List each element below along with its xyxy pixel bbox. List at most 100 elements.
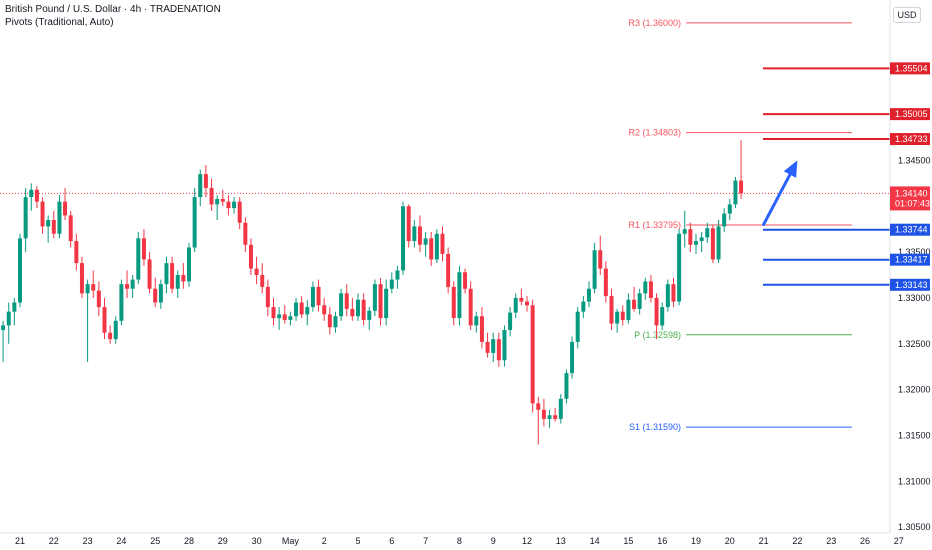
candle-body bbox=[491, 339, 496, 353]
candle-body bbox=[733, 180, 738, 205]
candle-body bbox=[147, 259, 152, 289]
candle-body bbox=[603, 268, 608, 297]
candle-body bbox=[34, 189, 39, 202]
candle-body bbox=[513, 297, 518, 313]
time-axis[interactable]: 21 22 23 24 25 28 29 30 May 2 5 6 7 8 9 12 13 14 15 16 19 20 2… bbox=[0, 532, 904, 546]
candle-body bbox=[581, 301, 586, 312]
time-tick-label: May bbox=[282, 536, 300, 546]
candle-body bbox=[18, 238, 22, 303]
candle-body bbox=[136, 238, 141, 280]
candle-body bbox=[440, 233, 445, 254]
indicator-legend[interactable]: Pivots (Traditional, Auto) bbox=[5, 17, 114, 28]
candle-body bbox=[739, 180, 744, 194]
key-levels bbox=[0, 67, 890, 286]
time-tick-label: 23 bbox=[83, 536, 93, 546]
candle-body bbox=[181, 275, 186, 282]
candle-body bbox=[570, 341, 575, 374]
candle-body bbox=[243, 222, 248, 245]
time-tick-label: 7 bbox=[423, 536, 428, 546]
candle-body bbox=[541, 409, 546, 419]
level-tag-label: 1.33143 bbox=[895, 280, 928, 290]
price-tick-label: 1.32500 bbox=[898, 339, 931, 349]
candle-body bbox=[113, 320, 118, 340]
time-tick-label: 12 bbox=[522, 536, 532, 546]
level-tag-bg bbox=[890, 133, 930, 146]
candle-body bbox=[474, 316, 479, 326]
time-tick-label: 22 bbox=[792, 536, 802, 546]
pivot-lines: R3 (1.36000) R2 (1.34803) R1 (1.33795) P (1… bbox=[628, 18, 852, 432]
candle-body bbox=[463, 272, 468, 289]
trend-arrow[interactable] bbox=[762, 160, 798, 227]
candle-body bbox=[682, 229, 687, 234]
candle-body bbox=[615, 311, 620, 324]
time-tick-label: 22 bbox=[49, 536, 59, 546]
level-tag-bg bbox=[890, 62, 930, 75]
candle-body bbox=[626, 299, 631, 320]
price-tick-label: 1.30500 bbox=[898, 522, 931, 532]
candle-body bbox=[372, 284, 377, 311]
candle-body bbox=[271, 307, 276, 319]
candle-body bbox=[367, 310, 372, 320]
candle-body bbox=[558, 398, 563, 419]
candle-body bbox=[294, 302, 299, 317]
candle-body bbox=[12, 302, 17, 312]
candle-body bbox=[85, 284, 90, 294]
candle-body bbox=[632, 299, 637, 309]
candle-body bbox=[699, 237, 704, 242]
candle-body bbox=[395, 270, 400, 280]
time-tick-label: 30 bbox=[252, 536, 262, 546]
current-price-tag-bg bbox=[890, 186, 930, 211]
price-tick-label: 1.31500 bbox=[898, 430, 931, 440]
candle-body bbox=[429, 238, 434, 260]
candle-body bbox=[660, 307, 665, 326]
time-tick-label: 5 bbox=[355, 536, 360, 546]
candle-body bbox=[316, 286, 321, 306]
candle-body bbox=[339, 293, 344, 317]
candle-body bbox=[74, 241, 79, 264]
level-tag-label: 1.33744 bbox=[895, 225, 928, 235]
price-axis[interactable]: 1.30500 1.31000 1.31500 1.32000 1.32500 1.330… bbox=[889, 0, 931, 533]
candle-body bbox=[654, 297, 659, 326]
candle-body bbox=[1, 325, 6, 330]
candle-body bbox=[530, 305, 535, 404]
time-tick-label: 19 bbox=[691, 536, 701, 546]
candle-body bbox=[722, 213, 727, 227]
resistance-level-tag: 1.35005 bbox=[890, 108, 930, 121]
candle-body bbox=[288, 316, 293, 320]
candle-body bbox=[350, 308, 355, 317]
candle-body bbox=[525, 301, 529, 306]
candle-body bbox=[384, 288, 389, 319]
candle-body bbox=[519, 297, 524, 302]
time-tick-label: 8 bbox=[457, 536, 462, 546]
time-tick-label: 9 bbox=[491, 536, 496, 546]
candle-body bbox=[417, 226, 422, 245]
support-level-tag: 1.33744 bbox=[890, 223, 930, 236]
time-tick-label: 6 bbox=[389, 536, 394, 546]
candle-body bbox=[609, 296, 614, 324]
candle-body bbox=[677, 233, 682, 302]
candle-body bbox=[203, 174, 208, 188]
resistance-level-tag: 1.35504 bbox=[890, 62, 930, 75]
candle-body bbox=[170, 263, 175, 289]
candle-body bbox=[305, 307, 310, 315]
candle-body bbox=[378, 284, 383, 319]
time-tick-label: 23 bbox=[826, 536, 836, 546]
candle-body bbox=[158, 284, 163, 303]
candle-body bbox=[164, 263, 169, 285]
candle-body bbox=[220, 198, 225, 202]
currency-button[interactable]: USD bbox=[893, 7, 921, 23]
candle-body bbox=[125, 284, 130, 289]
candle-body bbox=[119, 284, 124, 321]
arrow-shaft bbox=[762, 173, 792, 227]
candle-body bbox=[406, 206, 411, 242]
candle-body bbox=[226, 201, 231, 209]
candle-body bbox=[310, 286, 315, 308]
price-tick-label: 1.33000 bbox=[898, 293, 931, 303]
candle-body bbox=[468, 288, 473, 326]
resistance-level-tag: 1.34733 bbox=[890, 133, 930, 146]
candle-body bbox=[192, 197, 197, 248]
candle-body bbox=[637, 293, 642, 309]
candle-body bbox=[215, 198, 220, 205]
candle-body bbox=[260, 275, 265, 287]
